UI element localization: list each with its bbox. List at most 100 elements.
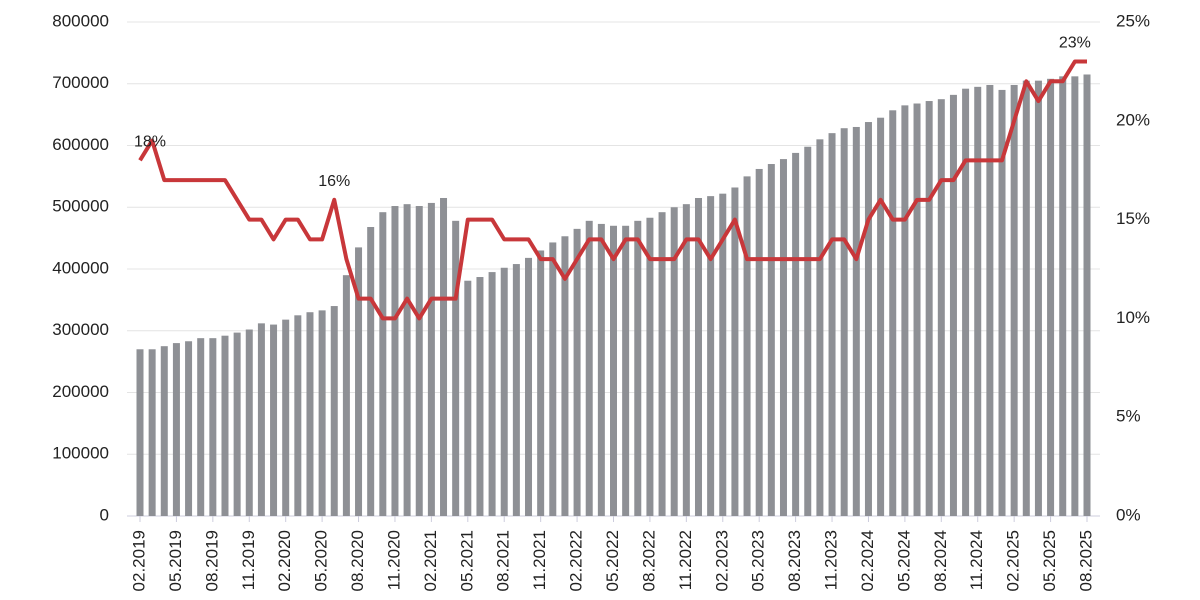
x-tick-label: 02.2023	[712, 530, 731, 591]
bar	[342, 275, 350, 516]
bar	[767, 164, 775, 516]
bar	[852, 126, 860, 516]
bar	[986, 84, 994, 517]
x-tick-label: 08.2025	[1076, 530, 1095, 591]
bar	[828, 133, 836, 516]
bar	[537, 250, 545, 516]
bar	[294, 315, 302, 516]
bar	[1059, 76, 1067, 516]
bar	[585, 220, 593, 516]
x-tick-label: 05.2020	[312, 530, 331, 591]
bar	[610, 225, 617, 516]
bar	[962, 88, 970, 516]
y2-tick-label: 15%	[1116, 209, 1150, 228]
bar	[561, 236, 569, 516]
bar	[658, 212, 666, 516]
x-tick-label: 11.2019	[239, 530, 258, 590]
bar	[889, 110, 897, 517]
bar	[318, 310, 326, 516]
data-label: 18%	[134, 134, 166, 151]
bar	[464, 280, 472, 516]
x-tick-label: 02.2022	[567, 530, 586, 591]
bar	[949, 94, 957, 517]
x-tick-label: 02.2021	[421, 530, 440, 591]
bar	[148, 349, 156, 516]
x-tick-label: 05.2019	[166, 530, 185, 591]
y2-tick-label: 10%	[1116, 308, 1150, 327]
bar	[221, 335, 229, 516]
x-tick-label: 02.2020	[275, 530, 294, 591]
bar	[440, 197, 448, 517]
bar	[743, 176, 751, 516]
bar	[925, 101, 933, 516]
y2-tick-label: 20%	[1116, 110, 1150, 129]
x-tick-label: 05.2021	[457, 530, 476, 591]
bar	[670, 207, 678, 516]
bar	[840, 128, 848, 516]
bar	[391, 206, 399, 516]
bar	[270, 324, 278, 516]
bar	[233, 332, 241, 516]
x-tick-label: 08.2021	[494, 530, 513, 591]
x-tick-label: 02.2024	[858, 530, 877, 591]
bar	[864, 122, 872, 516]
line	[138, 59, 1087, 321]
bar	[779, 159, 787, 516]
bar	[172, 343, 180, 516]
bar	[731, 187, 739, 517]
bar	[136, 349, 144, 516]
y-tick-label: 800000	[52, 11, 109, 30]
bar	[160, 346, 168, 516]
x-tick-label: 08.2022	[639, 530, 658, 591]
x-tick-label: 05.2022	[603, 530, 622, 591]
bar	[367, 227, 375, 516]
bar	[355, 247, 363, 516]
y2-tick-label: 0%	[1116, 505, 1141, 524]
x-tick-label: 05.2024	[894, 530, 913, 591]
bar	[877, 117, 885, 517]
bar	[549, 242, 557, 516]
bar	[500, 267, 508, 516]
bar	[719, 193, 727, 517]
data-label: 23%	[1059, 35, 1091, 52]
x-tick-label: 02.2025	[1004, 530, 1023, 591]
bar	[573, 228, 581, 517]
x-tick-label: 11.2021	[530, 530, 549, 590]
y-tick-label: 300000	[52, 320, 109, 339]
bar	[792, 152, 800, 516]
bar	[707, 196, 715, 516]
bar	[476, 277, 484, 516]
bar	[755, 168, 763, 516]
bar	[415, 206, 423, 516]
bar	[185, 341, 193, 516]
bar	[901, 105, 909, 517]
y-tick-label: 200000	[52, 382, 109, 401]
bar	[512, 264, 520, 516]
bar	[197, 338, 205, 516]
bar	[622, 225, 630, 516]
bar	[937, 99, 945, 516]
y-tick-label: 0	[100, 505, 109, 524]
x-tick-label: 02.2019	[129, 530, 148, 591]
y2-tick-label: 25%	[1116, 11, 1150, 30]
bar	[257, 323, 265, 516]
bar	[913, 103, 921, 516]
x-tick-label: 08.2024	[931, 530, 950, 591]
bar	[1022, 80, 1030, 516]
bar	[330, 306, 338, 516]
bar	[209, 338, 217, 516]
bar	[1034, 80, 1042, 516]
bar	[646, 217, 654, 516]
bar	[282, 319, 290, 516]
x-tick-label: 08.2023	[785, 530, 804, 591]
y-tick-label: 100000	[52, 444, 109, 463]
bar	[379, 212, 387, 516]
x-tick-label: 11.2024	[967, 530, 986, 590]
x-tick-label: 05.2025	[1040, 530, 1059, 591]
bar	[816, 139, 824, 516]
bar	[525, 257, 533, 516]
bar	[694, 197, 702, 517]
data-label: 16%	[318, 173, 350, 190]
bar	[998, 89, 1006, 517]
x-tick-label: 11.2020	[384, 530, 403, 590]
